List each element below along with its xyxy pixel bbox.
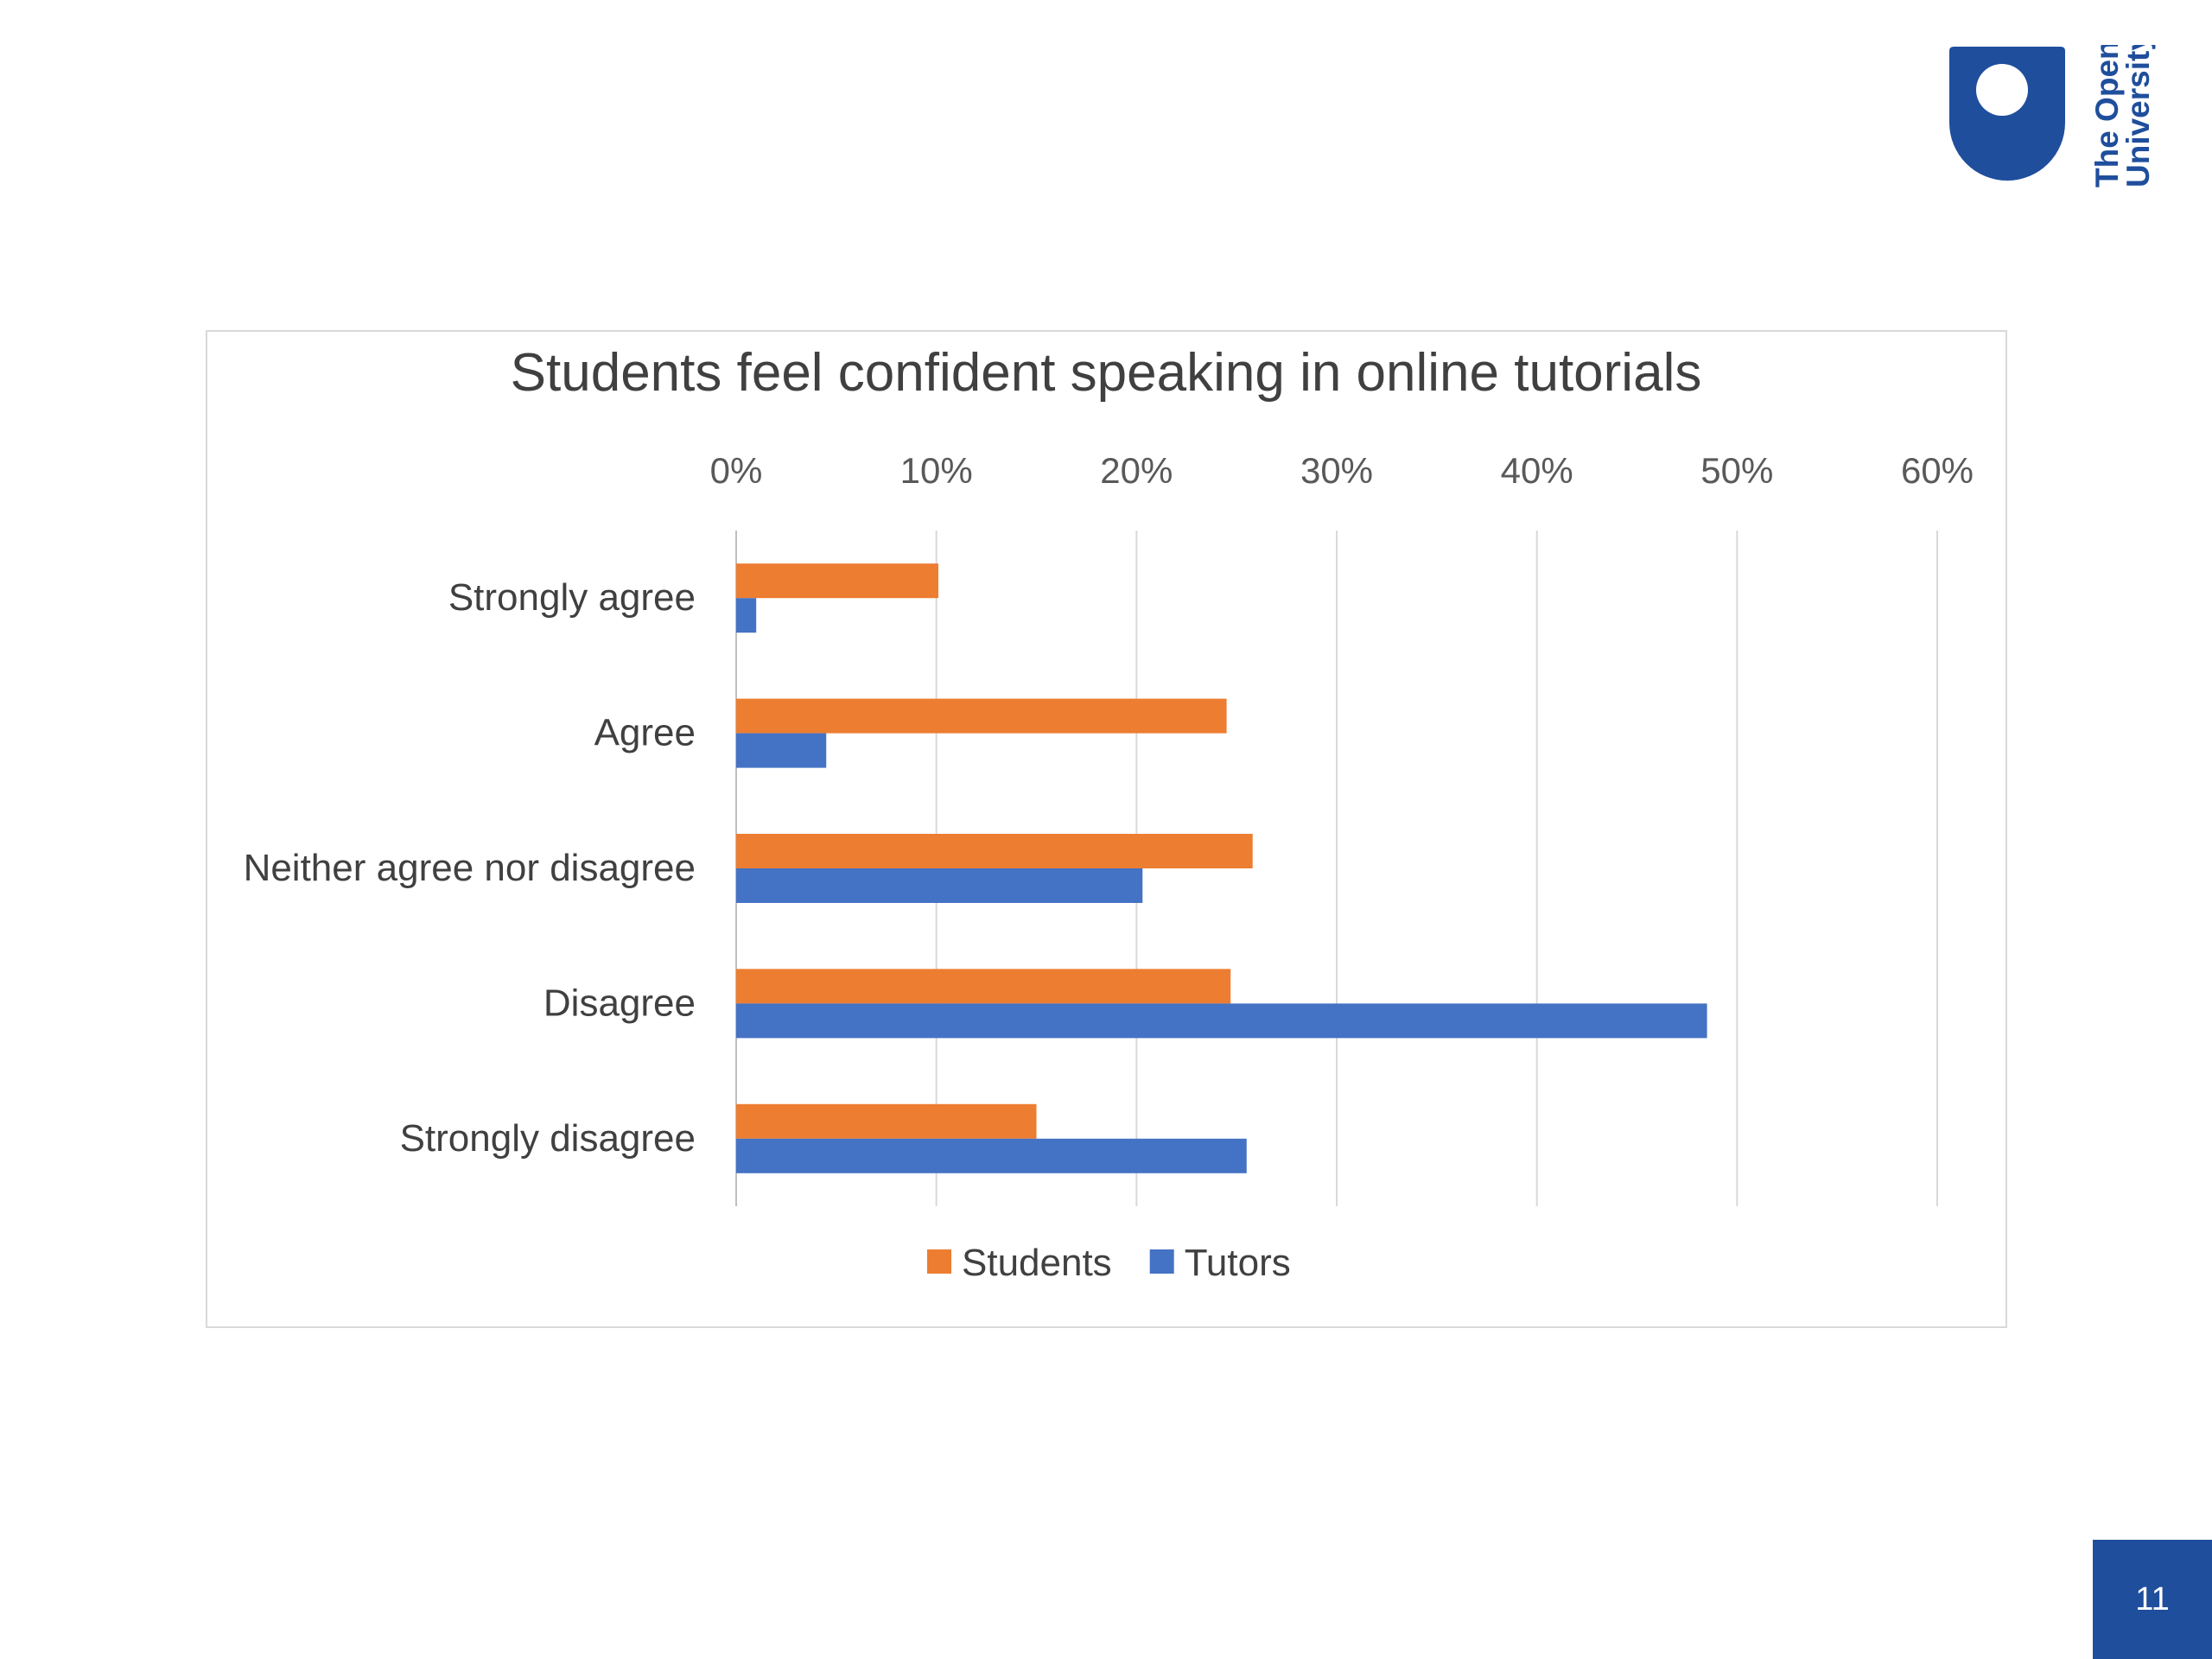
bar-students [736,563,938,599]
bar-tutors [736,1003,1707,1039]
legend-swatch-students [927,1249,951,1274]
x-tick-label: 30% [1300,450,1373,491]
x-tick-label: 40% [1501,450,1573,491]
open-university-logo: The Open University [1948,33,2164,192]
bar-students [736,1103,1037,1139]
bar-chart: Students feel confident speaking in onli… [244,343,1974,1284]
category-label: Disagree [543,982,696,1024]
category-label: Agree [594,712,696,754]
category-label: Strongly disagree [400,1117,696,1160]
x-tick-label: 0% [710,450,763,491]
logo-text-line1: The Open [2089,45,2125,188]
x-tick-label: 60% [1901,450,1974,491]
bar-tutors [736,868,1143,903]
page-number-badge: 11 [2093,1540,2212,1659]
x-tick-label: 10% [900,450,973,491]
bar-students [736,969,1231,1004]
legend-swatch-tutors [1149,1249,1174,1274]
x-tick-label: 20% [1100,450,1173,491]
chart-container: Students feel confident speaking in onli… [206,330,2007,1328]
chart-title: Students feel confident speaking in onli… [511,343,1702,403]
bar-tutors [736,598,757,633]
x-tick-label: 50% [1700,450,1773,491]
category-label: Neither agree nor disagree [244,847,696,889]
bar-students [736,698,1227,734]
legend-label: Tutors [1185,1242,1291,1284]
category-label: Strongly agree [448,576,696,619]
legend-label: Students [962,1242,1112,1284]
bar-tutors [736,733,827,768]
bar-students [736,834,1253,868]
logo-text-line2: University [2120,45,2156,188]
logo-dot-icon [1976,64,2028,116]
legend: Students Tutors [927,1242,1291,1284]
bar-tutors [736,1138,1247,1173]
